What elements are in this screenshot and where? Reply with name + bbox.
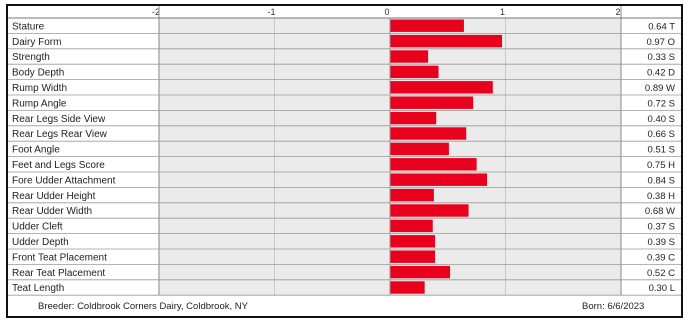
x-tick-label: 1 [500, 7, 505, 17]
trait-bar [390, 127, 467, 140]
trait-bar [390, 204, 469, 217]
trait-label: Rear Legs Rear View [12, 129, 108, 140]
trait-value-label: 0.52 C [647, 268, 675, 279]
trait-label: Rear Teat Placement [12, 268, 105, 279]
trait-value-label: 0.37 S [648, 222, 675, 233]
trait-value-label: 0.51 S [648, 145, 675, 156]
chart-footer: Breeder: Coldbrook Corners Dairy, Coldbr… [8, 299, 681, 315]
x-tick-label: 2 [615, 7, 620, 17]
trait-value-label: 0.64 T [648, 21, 675, 32]
trait-value-label: 0.75 H [647, 160, 675, 171]
born-date: Born: 6/6/2023 [582, 301, 645, 312]
trait-label: Udder Cleft [12, 222, 63, 233]
trait-value-label: 0.42 D [647, 68, 675, 79]
trait-label: Udder Depth [12, 237, 69, 248]
trait-bar [390, 111, 437, 125]
trait-value-label: 0.84 S [648, 175, 675, 186]
trait-label: Rump Angle [12, 98, 67, 109]
breeder-text: Breeder: Coldbrook Corners Dairy, Coldbr… [38, 301, 248, 312]
trait-label: Rump Width [12, 83, 67, 94]
trait-label: Feet and Legs Score [12, 160, 105, 171]
trait-bar [390, 188, 434, 202]
trait-bar [390, 158, 477, 171]
trait-value-label: 0.97 O [646, 37, 675, 48]
trait-bar [390, 142, 449, 156]
trait-bar [390, 250, 436, 263]
trait-value-label: 0.33 S [648, 52, 675, 63]
trait-bar [390, 281, 425, 294]
trait-value-label: 0.38 H [647, 191, 675, 202]
linear-trait-chart: -2 -1 0 1 2 Stature 0.64 T Dairy Form 0.97 O Stre… [8, 6, 681, 296]
trait-bar [390, 65, 439, 79]
trait-value-label: 0.89 W [645, 83, 675, 94]
trait-bar [390, 265, 451, 279]
trait-value-label: 0.68 W [645, 206, 675, 217]
trait-label: Rear Udder Height [12, 191, 96, 202]
trait-bar [390, 235, 436, 248]
trait-value-label: 0.30 L [649, 283, 675, 294]
trait-label: Rear Legs Side View [12, 114, 106, 125]
trait-bar [390, 219, 433, 233]
trait-label: Teat Length [12, 283, 64, 294]
trait-value-label: 0.39 S [648, 237, 675, 248]
chart-frame: -2 -1 0 1 2 Stature 0.64 T Dairy Form 0.97 O Stre… [6, 4, 683, 318]
trait-label: Rear Udder Width [12, 206, 92, 217]
x-tick-label: -1 [267, 7, 275, 17]
trait-label: Foot Angle [12, 145, 60, 156]
trait-label: Dairy Form [12, 37, 61, 48]
trait-label: Fore Udder Attachment [12, 175, 116, 186]
trait-bar [390, 96, 474, 109]
trait-bar [390, 81, 493, 94]
trait-value-label: 0.40 S [648, 114, 675, 125]
trait-bar [390, 173, 488, 186]
trait-label: Stature [12, 21, 45, 32]
trait-label: Strength [12, 52, 50, 63]
trait-value-label: 0.66 S [648, 129, 675, 140]
trait-label: Body Depth [12, 68, 64, 79]
trait-bar [390, 34, 503, 48]
trait-bar [390, 19, 464, 32]
trait-value-label: 0.72 S [648, 98, 675, 109]
x-tick-label: 0 [384, 7, 389, 17]
x-tick-label: -2 [152, 7, 160, 17]
trait-value-label: 0.39 C [647, 252, 675, 263]
trait-bar [390, 50, 429, 63]
trait-label: Front Teat Placement [12, 252, 107, 263]
